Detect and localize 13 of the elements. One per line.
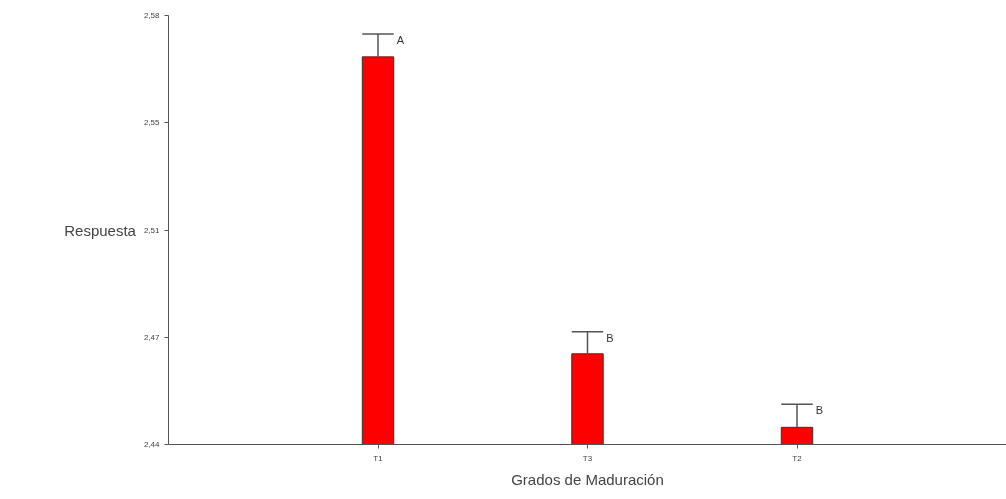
y-axis-title: Respuesta [64, 221, 137, 239]
x-axis-title: Grados de Maduración [511, 470, 664, 488]
annotation: B [606, 331, 614, 344]
x-tick-label: T2 [792, 453, 803, 463]
y-tick-label: 2,51 [143, 225, 161, 235]
y-tick-label: 2,58 [143, 11, 161, 20]
x-tick-label: T3 [582, 453, 593, 463]
annotation: A [396, 33, 405, 46]
y-tick-label: 2,47 [143, 332, 161, 342]
annotation: B [815, 404, 824, 417]
y-tick-label: 2,55 [143, 118, 161, 128]
x-tick-label: T1 [373, 453, 384, 463]
y-tick-label: 2,44 [143, 440, 161, 449]
